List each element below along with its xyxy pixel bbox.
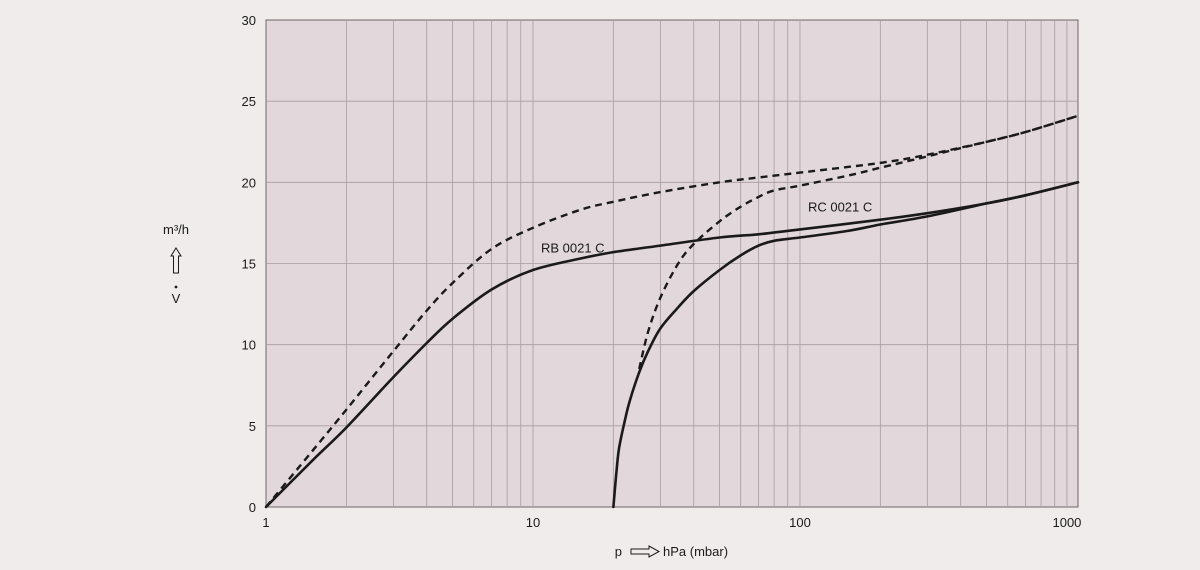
x-tick-label: 1000 [1052, 515, 1081, 530]
x-axis-unit: hPa (mbar) [663, 544, 728, 559]
series-line-1-solid [264, 181, 1080, 509]
x-tick-label: 1 [262, 515, 269, 530]
curve-annotations: RB 0021 C RC 0021 C [541, 200, 872, 256]
y-tick-label: 0 [249, 500, 256, 515]
gridlines [266, 20, 1078, 507]
y-axis-unit: m³/h [163, 222, 189, 237]
y-tick-label: 25 [242, 94, 256, 109]
x-tick-label: 10 [526, 515, 540, 530]
y-axis-ticks: 0 5 10 15 20 25 30 [242, 13, 256, 515]
y-tick-label: 15 [242, 257, 256, 272]
x-axis-label: p hPa (mbar) [615, 544, 728, 559]
y-axis-label: m³/h V [163, 222, 189, 306]
right-arrow-icon [630, 545, 661, 558]
x-tick-label: 100 [789, 515, 811, 530]
x-axis-symbol: p [615, 544, 622, 559]
series-line-2-dashed [265, 114, 1079, 508]
series-layer [264, 114, 1080, 509]
curve-label-1: RB 0021 C [541, 240, 605, 255]
y-tick-label: 30 [242, 13, 256, 28]
x-axis-ticks: 1 10 100 1000 [262, 515, 1081, 530]
curve-label-2: RC 0021 C [808, 200, 872, 215]
y-axis-symbol: V [172, 291, 181, 306]
flow-rate-dot-icon [174, 285, 178, 289]
series-line-4-dashed [638, 114, 1079, 370]
series-line-3-solid [612, 181, 1080, 509]
y-tick-label: 20 [242, 175, 256, 190]
y-tick-label: 5 [249, 419, 256, 434]
y-tick-label: 10 [242, 338, 256, 353]
up-arrow-icon [170, 247, 182, 274]
